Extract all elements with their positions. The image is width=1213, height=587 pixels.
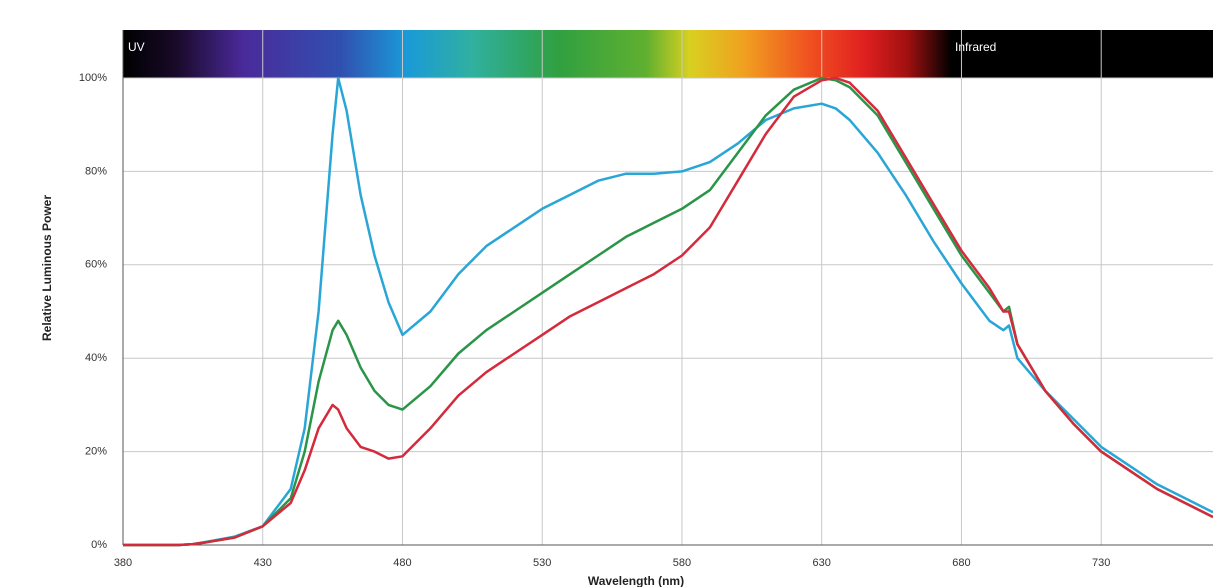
x-tick-label: 580 [673,557,691,569]
x-tick-label: 530 [533,557,551,569]
x-tick-label: 630 [813,557,831,569]
y-tick-label: 20% [85,446,107,458]
annotation: Infrared [955,40,996,54]
y-tick-label: 100% [79,72,107,84]
x-tick-label: 680 [952,557,970,569]
y-tick-label: 80% [85,165,107,177]
x-tick-label: 380 [114,557,132,569]
y-tick-label: 40% [85,352,107,364]
annotation: UV [128,40,145,54]
series-line [123,76,1213,547]
x-tick-label: 480 [393,557,411,569]
series-line [123,76,1213,547]
spectrum-band [123,30,1213,78]
y-axis-label: Relative Luminous Power [40,195,54,341]
x-tick-label: 430 [254,557,272,569]
x-tick-label: 730 [1092,557,1110,569]
y-tick-label: 60% [85,259,107,271]
series-line [123,76,1213,547]
y-tick-label: 0% [91,539,107,551]
x-axis-label: Wavelength (nm) [588,574,684,587]
